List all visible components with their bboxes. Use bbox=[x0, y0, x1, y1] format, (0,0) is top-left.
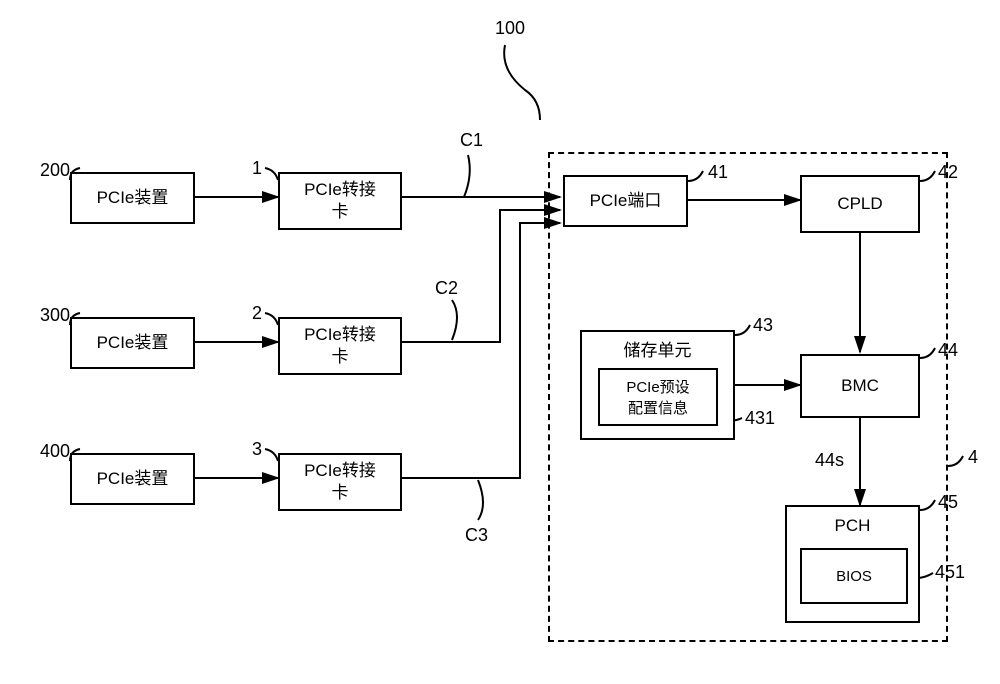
node-text: PCIe转接 卡 bbox=[304, 324, 376, 368]
label-c2: C2 bbox=[435, 278, 458, 299]
node-pcie-dev-1: PCIe装置 bbox=[70, 172, 195, 224]
title-label: 100 bbox=[495, 18, 525, 39]
ref-4: 4 bbox=[968, 447, 978, 468]
label-44s: 44s bbox=[815, 450, 844, 471]
ref-200: 200 bbox=[40, 160, 70, 181]
ref-451: 451 bbox=[935, 562, 965, 583]
node-riser-3: PCIe转接 卡 bbox=[278, 453, 402, 511]
node-storage-inner: PCIe预设 配置信息 bbox=[598, 368, 718, 426]
ref-3: 3 bbox=[252, 439, 262, 460]
ref-2: 2 bbox=[252, 303, 262, 324]
ref-44: 44 bbox=[938, 340, 958, 361]
ref-431: 431 bbox=[745, 408, 775, 429]
ref-1: 1 bbox=[252, 158, 262, 179]
label-c1: C1 bbox=[460, 130, 483, 151]
node-text: 储存单元 bbox=[624, 340, 692, 362]
node-text: PCIe端口 bbox=[590, 190, 662, 212]
ref-45: 45 bbox=[938, 492, 958, 513]
node-text: PCIe装置 bbox=[97, 332, 169, 354]
node-riser-1: PCIe转接 卡 bbox=[278, 172, 402, 230]
label-c3: C3 bbox=[465, 525, 488, 546]
ref-41: 41 bbox=[708, 162, 728, 183]
node-riser-2: PCIe转接 卡 bbox=[278, 317, 402, 375]
node-bmc: BMC bbox=[800, 354, 920, 418]
node-text: PCIe装置 bbox=[97, 187, 169, 209]
diagram-root: 100 bbox=[0, 0, 1000, 684]
node-text: BIOS bbox=[836, 568, 872, 585]
node-cpld: CPLD bbox=[800, 175, 920, 233]
node-text: CPLD bbox=[837, 193, 882, 215]
node-text: PCIe转接 卡 bbox=[304, 460, 376, 504]
ref-400: 400 bbox=[40, 441, 70, 462]
ref-42: 42 bbox=[938, 162, 958, 183]
node-text: PCH bbox=[835, 515, 871, 537]
node-text: PCIe转接 卡 bbox=[304, 179, 376, 223]
node-port: PCIe端口 bbox=[563, 175, 688, 227]
ref-43: 43 bbox=[753, 315, 773, 336]
node-text: PCIe装置 bbox=[97, 468, 169, 490]
node-text: BMC bbox=[841, 375, 879, 397]
node-pcie-dev-3: PCIe装置 bbox=[70, 453, 195, 505]
ref-300: 300 bbox=[40, 305, 70, 326]
node-text: PCIe预设 配置信息 bbox=[626, 376, 689, 418]
node-pcie-dev-2: PCIe装置 bbox=[70, 317, 195, 369]
node-bios: BIOS bbox=[800, 548, 908, 604]
